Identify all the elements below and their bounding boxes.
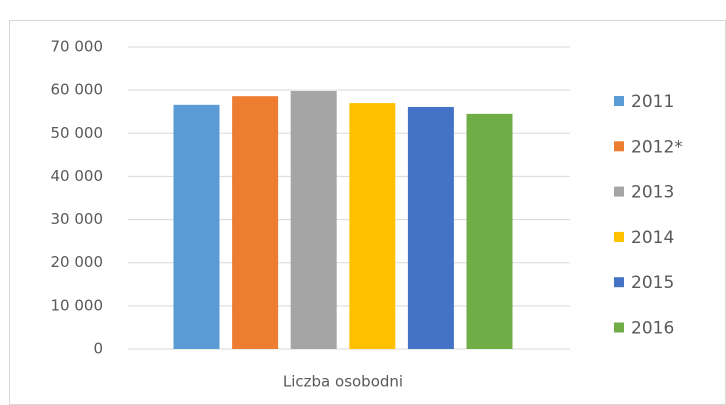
legend-label: 2016 [631,319,674,339]
legend-swatch [614,277,624,288]
legend-swatch [614,186,624,197]
legend-swatch [614,141,624,152]
bar [290,91,337,350]
legend-label: 2011 [631,92,674,112]
y-tick-label: 50 000 [51,124,104,142]
y-tick-label: 20 000 [51,253,104,271]
legend-swatch [614,96,624,106]
legend-label: 2014 [631,228,674,248]
y-tick-label: 60 000 [51,81,104,99]
y-tick-label: 30 000 [51,210,104,228]
bar [173,104,220,349]
x-tick-label: Liczba osobodni [283,373,403,391]
legend-swatch [614,322,624,333]
bar [407,106,454,350]
y-tick-label: 40 000 [51,167,104,185]
legend-swatch [614,231,624,242]
bar [349,103,396,349]
legend-label: 2013 [631,183,674,203]
y-tick-label: 70 000 [51,38,104,56]
y-tick-label: 10 000 [51,296,104,314]
bar [466,113,513,349]
legend-label: 2015 [631,273,674,293]
legend-label: 2012* [631,137,683,157]
y-tick-label: 0 [93,340,103,358]
bar [232,96,279,349]
